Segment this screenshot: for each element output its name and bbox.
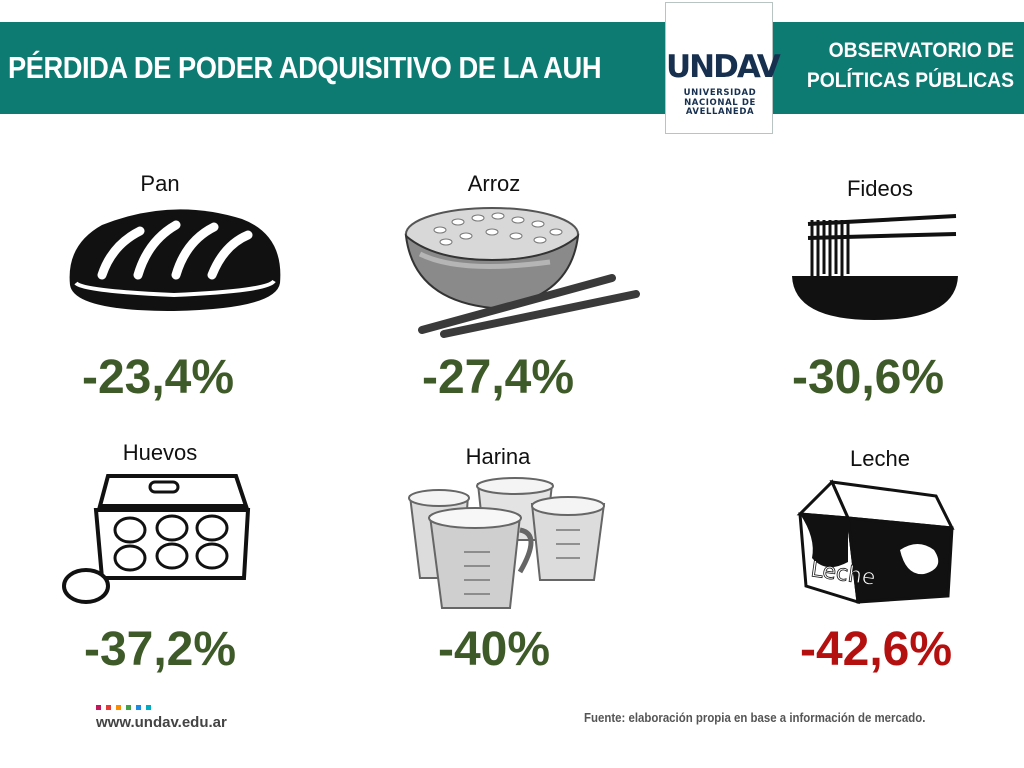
bread-icon (69, 209, 281, 311)
footer-color-squares (96, 705, 151, 710)
value-huevos: -37,2% (83, 623, 237, 676)
label-fideos: Fideos (846, 176, 914, 201)
observatorio-line-1: OBSERVATORIO DE (828, 39, 1014, 62)
undav-logo: UNDAV UNIVERSIDAD NACIONAL DE AVELLANEDA (665, 2, 781, 134)
page-title: PÉRDIDA DE PODER ADQUISITIVO DE LA AUH (8, 50, 602, 85)
footer-square-1 (96, 705, 101, 710)
rice-bowl-icon (404, 207, 640, 338)
logo-wordmark: UNDAV (666, 49, 781, 85)
footer-square-3 (116, 705, 121, 710)
value-fideos: -30,6% (791, 351, 945, 404)
logo-sub-line-3: AVELLANEDA (685, 107, 755, 117)
milk-carton-icon: Leche (796, 479, 955, 604)
value-leche: -42,6% (799, 623, 953, 676)
observatorio-line-2: POLÍTICAS PÚBLICAS (806, 69, 1014, 92)
label-harina: Harina (465, 444, 531, 469)
label-pan: Pan (140, 171, 180, 196)
observatorio-label: OBSERVATORIO DE POLÍTICAS PÚBLICAS (764, 36, 1014, 96)
footer-square-4 (126, 705, 131, 710)
value-harina: -40% (437, 623, 551, 676)
logo-sub-line-2: NACIONAL DE (684, 97, 756, 108)
footer-square-5 (136, 705, 141, 710)
egg-carton-icon (62, 474, 251, 604)
footer-source: Fuente: elaboración propia en base a inf… (584, 710, 926, 725)
header-bar: PÉRDIDA DE PODER ADQUISITIVO DE LA AUH O… (0, 22, 1024, 114)
value-pan: -23,4% (81, 351, 235, 404)
footer-square-6 (146, 705, 151, 710)
noodles-icon (792, 214, 958, 320)
label-arroz: Arroz (467, 171, 521, 196)
footer-square-2 (106, 705, 111, 710)
logo-sub-line-1: UNIVERSIDAD (683, 88, 757, 98)
footer-website[interactable]: www.undav.edu.ar (96, 714, 227, 731)
flour-cups-icon (408, 477, 606, 609)
label-huevos: Huevos (122, 440, 198, 465)
value-arroz: -27,4% (421, 351, 575, 404)
label-leche: Leche (850, 446, 910, 471)
logo-subtitle: UNIVERSIDAD NACIONAL DE AVELLANEDA (666, 88, 774, 118)
